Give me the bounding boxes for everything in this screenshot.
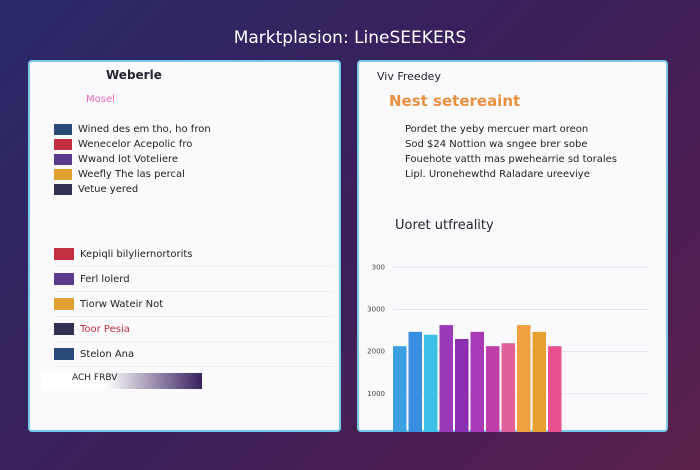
bar: [408, 331, 422, 432]
bar: [455, 339, 469, 432]
bar: [424, 334, 438, 432]
row-icon: [54, 348, 74, 360]
brand: Weberle: [106, 68, 162, 82]
bullet: Sod $24 Nottion wa sngee brer sobe: [405, 139, 588, 150]
row: Stelon Ana: [54, 342, 334, 367]
heading: Viv Freedey: [377, 70, 441, 83]
item: Wenecelor Acepolic fro: [54, 137, 334, 151]
row: Ferl lolerd: [54, 267, 334, 292]
item: Weefly The las percal: [54, 167, 334, 181]
item-text: Wenecelor Acepolic fro: [78, 138, 193, 150]
row: Toor Pesia: [54, 317, 334, 342]
item: Wwand lot Voteliere: [54, 152, 334, 166]
bar: [501, 343, 515, 432]
y-tick-label: 1000: [367, 390, 385, 398]
item-text: Weefly The las percal: [78, 168, 185, 180]
chart-title: Uoret utfreality: [395, 218, 494, 233]
item-text: Vetue yered: [78, 183, 139, 195]
bar: [548, 346, 562, 432]
subheading: Nest setereaint: [389, 92, 521, 110]
y-tick-label: 300: [372, 263, 385, 271]
item-icon: [54, 123, 72, 135]
row-icon: [54, 298, 74, 310]
right-panel: Viv Freedey Nest setereaint Pordet the y…: [357, 60, 668, 432]
row-text: Toor Pesia: [80, 323, 130, 335]
item-icon: [54, 138, 72, 150]
row-icon: [54, 248, 74, 260]
bullet-list: Pordet the yeby mercuer mart oreon Sod $2…: [405, 124, 665, 184]
row: Kepiqli bilyliernortorits: [54, 242, 334, 267]
bar: [486, 346, 500, 432]
item-icon: [54, 153, 72, 165]
item-text: Wined des em tho, ho fron: [78, 123, 211, 135]
item-text: Wwand lot Voteliere: [78, 153, 179, 165]
tab: Mosel: [86, 94, 115, 105]
bullet: Fouehote vatth mas pwehearrie sd torales: [405, 154, 617, 165]
bar: [517, 325, 531, 432]
bar: [439, 325, 453, 432]
left-panel: Weberle Mosel Wined des em tho, ho fron W…: [28, 60, 341, 432]
bar: [470, 331, 484, 432]
row-text: Ferl lolerd: [80, 273, 130, 285]
row-text: Kepiqli bilyliernortorits: [80, 248, 193, 260]
item-icon: [54, 168, 72, 180]
row-icon: [54, 273, 74, 285]
title: Marktplasion: LineSEEKERS: [233, 28, 467, 48]
item: Wined des em tho, ho fron: [54, 122, 334, 136]
row-text: Tiorw Wateir Not: [80, 298, 164, 310]
row-text: Stelon Ana: [80, 348, 135, 360]
chart: 000100020003000300: [367, 263, 649, 432]
row-list: Kepiqli bilyliernortorits Ferl lolerd Tior…: [54, 242, 334, 367]
bullet: Pordet the yeby mercuer mart oreon: [405, 124, 589, 135]
y-tick-label: 3000: [367, 305, 385, 313]
bullet: Lipl. Uronehewthd Raladare ureeviye: [405, 169, 590, 180]
y-tick-label: 2000: [367, 348, 385, 356]
button[interactable]: ACH FRBV: [42, 373, 202, 389]
bar: [532, 331, 546, 432]
row-icon: [54, 323, 74, 335]
bar: [393, 346, 407, 432]
item: Vetue yered: [54, 182, 334, 196]
row: Tiorw Wateir Not: [54, 292, 334, 317]
item-list: Wined des em tho, ho fron Wenecelor Acepo…: [54, 122, 334, 197]
item-icon: [54, 183, 72, 195]
